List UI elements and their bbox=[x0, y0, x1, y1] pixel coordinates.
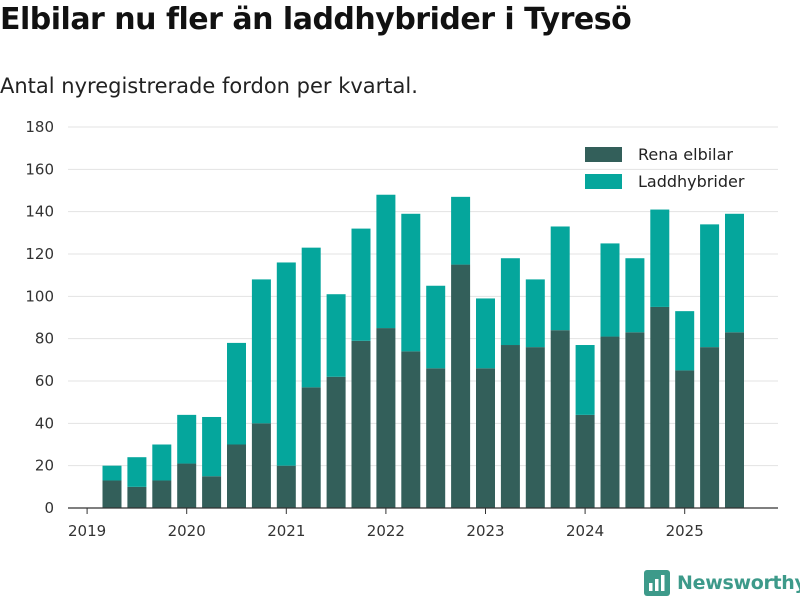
bar-laddhybrider-2023-Q2 bbox=[500, 258, 520, 346]
bar-laddhybrider-2025-Q1 bbox=[675, 311, 695, 371]
bar-laddhybrider-2024-Q3 bbox=[625, 258, 645, 333]
y-tick-label: 20 bbox=[35, 457, 54, 475]
bar-rena-elbilar-2020-Q4 bbox=[251, 423, 271, 508]
bar-laddhybrider-2022-Q1 bbox=[376, 194, 396, 329]
bar-laddhybrider-2019-Q4 bbox=[152, 444, 172, 481]
newsworthy-bar-chart-logo-icon bbox=[644, 570, 670, 596]
x-tick-label: 2019 bbox=[68, 522, 106, 540]
y-tick-label: 120 bbox=[25, 245, 54, 263]
bar-laddhybrider-2021-Q2 bbox=[301, 247, 321, 388]
x-tick-label: 2025 bbox=[666, 522, 704, 540]
bar-rena-elbilar-2022-Q4 bbox=[451, 264, 471, 508]
bar-rena-elbilar-2025-Q1 bbox=[675, 370, 695, 508]
y-tick-label: 0 bbox=[44, 499, 54, 517]
bar-rena-elbilar-2022-Q3 bbox=[426, 368, 446, 508]
brand-name: Newsworthy bbox=[677, 572, 800, 594]
bar-laddhybrider-2023-Q1 bbox=[476, 298, 495, 369]
bar-rena-elbilar-2025-Q2 bbox=[700, 347, 720, 508]
bar-rena-elbilar-2020-Q3 bbox=[227, 444, 246, 508]
bar-laddhybrider-2022-Q3 bbox=[426, 285, 446, 369]
legend-swatch-rena-elbilar bbox=[585, 147, 622, 162]
x-tick-label: 2022 bbox=[367, 522, 405, 540]
bar-laddhybrider-2021-Q4 bbox=[351, 228, 371, 341]
legend-label-laddhybrider: Laddhybrider bbox=[638, 172, 745, 191]
y-tick-label: 80 bbox=[35, 330, 54, 348]
y-tick-label: 160 bbox=[25, 160, 54, 178]
bar-laddhybrider-2021-Q3 bbox=[326, 294, 346, 377]
bar-rena-elbilar-2020-Q1 bbox=[177, 463, 197, 508]
bar-laddhybrider-2023-Q3 bbox=[525, 279, 545, 348]
bar-rena-elbilar-2022-Q2 bbox=[401, 351, 421, 508]
bar-rena-elbilar-2024-Q1 bbox=[575, 414, 595, 508]
bar-laddhybrider-2019-Q3 bbox=[127, 457, 147, 487]
legend-label-rena-elbilar: Rena elbilar bbox=[638, 145, 733, 164]
bar-laddhybrider-2020-Q2 bbox=[202, 416, 222, 477]
bar-laddhybrider-2024-Q4 bbox=[650, 209, 670, 307]
y-tick-label: 140 bbox=[25, 203, 54, 221]
bar-rena-elbilar-2022-Q1 bbox=[376, 328, 396, 508]
chart-subtitle: Antal nyregistrerade fordon per kvartal. bbox=[0, 74, 418, 98]
bar-laddhybrider-2022-Q4 bbox=[451, 196, 471, 265]
bar-rena-elbilar-2024-Q3 bbox=[625, 332, 645, 508]
x-tick-label: 2021 bbox=[267, 522, 305, 540]
bar-laddhybrider-2020-Q3 bbox=[227, 342, 246, 445]
x-tick-label: 2020 bbox=[168, 522, 206, 540]
bar-laddhybrider-2019-Q2 bbox=[102, 465, 122, 481]
bar-rena-elbilar-2021-Q2 bbox=[301, 387, 321, 508]
bar-laddhybrider-2021-Q1 bbox=[276, 262, 296, 466]
bar-rena-elbilar-2024-Q2 bbox=[600, 336, 620, 508]
bar-rena-elbilar-2023-Q4 bbox=[550, 330, 570, 508]
bar-rena-elbilar-2019-Q2 bbox=[102, 480, 122, 508]
y-tick-label: 100 bbox=[25, 287, 54, 305]
bar-laddhybrider-2020-Q1 bbox=[177, 414, 197, 464]
x-tick-label: 2023 bbox=[466, 522, 504, 540]
chart-title: Elbilar nu fler än laddhybrider i Tyresö bbox=[0, 2, 632, 37]
bar-laddhybrider-2020-Q4 bbox=[251, 279, 271, 424]
bar-rena-elbilar-2019-Q4 bbox=[152, 480, 172, 508]
bar-rena-elbilar-2020-Q2 bbox=[202, 476, 222, 508]
newsworthy-brand[interactable]: Newsworthy bbox=[644, 570, 800, 596]
y-tick-label: 180 bbox=[25, 118, 54, 136]
bar-laddhybrider-2024-Q1 bbox=[575, 345, 595, 415]
bar-laddhybrider-2025-Q2 bbox=[700, 224, 720, 348]
bar-laddhybrider-2025-Q3 bbox=[725, 213, 744, 333]
legend-swatch-laddhybrider bbox=[585, 174, 622, 189]
bar-laddhybrider-2022-Q2 bbox=[401, 213, 421, 352]
bar-rena-elbilar-2025-Q3 bbox=[725, 332, 744, 508]
bar-rena-elbilar-2021-Q1 bbox=[276, 465, 296, 508]
y-tick-label: 60 bbox=[35, 372, 54, 390]
bar-rena-elbilar-2021-Q4 bbox=[351, 340, 371, 508]
bar-rena-elbilar-2021-Q3 bbox=[326, 376, 346, 508]
bar-laddhybrider-2023-Q4 bbox=[550, 226, 570, 331]
bar-rena-elbilar-2019-Q3 bbox=[127, 486, 147, 508]
bar-laddhybrider-2024-Q2 bbox=[600, 243, 620, 337]
y-tick-label: 40 bbox=[35, 414, 54, 432]
x-tick-label: 2024 bbox=[566, 522, 604, 540]
bar-rena-elbilar-2024-Q4 bbox=[650, 306, 670, 508]
bar-rena-elbilar-2023-Q2 bbox=[500, 345, 520, 508]
bar-rena-elbilar-2023-Q1 bbox=[476, 368, 495, 508]
bar-rena-elbilar-2023-Q3 bbox=[525, 347, 545, 508]
